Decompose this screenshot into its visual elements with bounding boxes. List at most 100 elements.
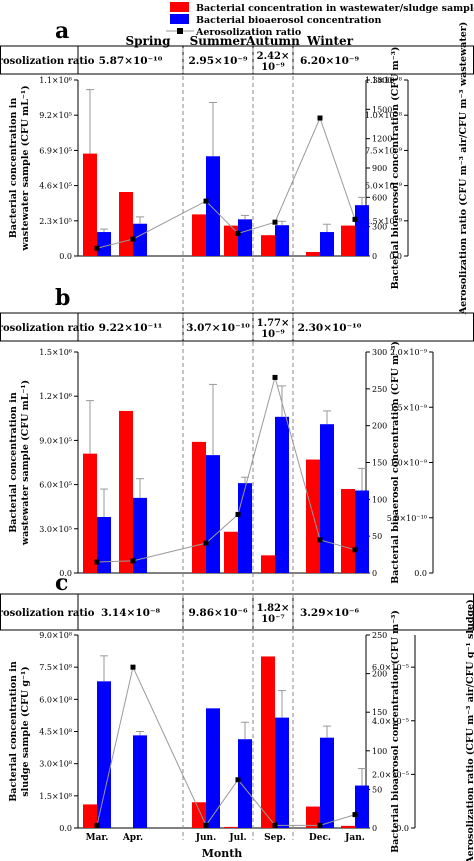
bar-blue-Jan. <box>355 785 369 828</box>
left-tick-label: 1.5×10⁸ <box>39 792 72 801</box>
bar-blue-Sep. <box>275 225 289 256</box>
ratio-point-Jan. <box>352 812 358 818</box>
month-label-Jul: Jul. <box>228 833 246 843</box>
ratio-point-Sep. <box>272 219 278 225</box>
left-tick-label: 6.9×10⁵ <box>39 146 72 155</box>
right-axis-title: Bacterial bioaerosol concentration (CFU … <box>390 47 401 290</box>
season-label-autumn: Autumn <box>245 34 300 48</box>
month-label-Mar: Mar. <box>86 833 109 843</box>
bar-red-Jan. <box>341 489 355 573</box>
left-tick-label: 9.2×10⁵ <box>39 111 72 120</box>
ratio-point-Sep. <box>272 374 278 380</box>
bar-blue-Dec. <box>320 232 334 256</box>
ratio-tick-label: 7.5×10⁻⁹ <box>365 146 403 155</box>
ratio-value-0: 5.87×10⁻¹⁰ <box>99 55 163 67</box>
ratio-point-Dec. <box>317 115 323 121</box>
right-tick-label: 100 <box>372 495 387 504</box>
month-label-Jun: Jun. <box>195 833 216 843</box>
bar-blue-Mar. <box>97 232 111 256</box>
ratio-value-line2: 10⁻⁹ <box>261 62 285 73</box>
panel-letter: c <box>55 570 68 596</box>
bar-blue-Mar. <box>97 681 111 828</box>
right-tick-label: 250 <box>372 631 387 640</box>
ratio-value-line2: 10⁻⁷ <box>261 614 285 625</box>
left-tick-label: 4.6×10⁵ <box>39 182 72 191</box>
panel-letter: a <box>55 18 69 44</box>
bar-blue-Apr. <box>133 497 147 573</box>
right-tick-label: 1500 <box>372 105 392 114</box>
ratio-value-line1: 2.42× <box>257 51 290 62</box>
ratio-tick-label: 0.0 <box>396 824 409 833</box>
right-axis-title: Bacterial bioaerosol concentration (CFU … <box>390 341 401 584</box>
ratio-value-3: 6.20×10⁻⁹ <box>300 55 360 67</box>
ratio-tick-label: 1.0×10⁻⁸ <box>365 111 402 120</box>
bar-blue-Apr. <box>133 735 147 828</box>
bar-blue-Apr. <box>133 223 147 256</box>
right-tick-label: 250 <box>372 385 387 394</box>
x-axis-title: Month <box>202 847 243 860</box>
left-tick-label: 2.3×10⁵ <box>39 217 72 226</box>
right-tick-label: 0 <box>372 252 377 261</box>
left-tick-label: 3.0×10⁵ <box>39 525 72 534</box>
left-tick-label: 7.5×10⁸ <box>39 663 72 672</box>
right-tick-label: 300 <box>372 348 387 357</box>
ratio-point-Apr. <box>130 558 136 564</box>
left-axis-title-line1: Bacterial concentration in <box>8 98 19 239</box>
left-axis-title-line1: Bacterial concentration in <box>8 392 19 533</box>
ratio-value-line1: 1.77× <box>257 318 290 329</box>
ratio-point-Mar. <box>94 822 100 828</box>
bar-blue-Dec. <box>320 424 334 573</box>
right-tick-label: 150 <box>372 708 387 717</box>
panel-b: b Aerosolization ratio 9.22×10⁻¹¹ 3.07×10⁻¹… <box>0 285 474 584</box>
ratio-point-Dec. <box>317 537 323 543</box>
ratio-point-Apr. <box>130 664 136 670</box>
bar-red-Jul. <box>224 225 238 256</box>
right-tick-label: 1800 <box>372 76 392 85</box>
ratio-tick-label: 2.0×10⁻⁹ <box>390 348 428 357</box>
ratio-tick-label: 2.5×10⁻⁹ <box>365 217 403 226</box>
legend-swatch-0 <box>170 2 189 12</box>
bar-red-Dec. <box>306 252 320 256</box>
bar-red-Jun. <box>192 441 206 573</box>
x-axis: Mar. Apr. Jun. Jul. Sep. Dec. Jan. Month <box>86 833 365 860</box>
ratio-table-header: Aerosolization ratio <box>0 323 95 334</box>
legend-swatch-1 <box>170 14 189 24</box>
bar-red-Jul. <box>224 531 238 573</box>
left-axis-title-line2: wastewater sample (CFU mL⁻¹) <box>20 85 31 251</box>
right-tick-label: 100 <box>372 747 387 756</box>
right-tick-label: 200 <box>372 422 387 431</box>
legend-label-2: Aerosolization ratio <box>195 27 301 38</box>
bar-blue-Dec. <box>320 737 334 828</box>
left-tick-label: 9.0×10⁸ <box>39 631 72 640</box>
right-tick-label: 0 <box>372 824 377 833</box>
legend: Bacterial concentration in wastewater/sl… <box>166 2 474 38</box>
right-tick-label: 1200 <box>372 135 392 144</box>
right-tick-label: 600 <box>372 193 387 202</box>
right-tick-label: 0 <box>372 569 377 578</box>
ratio-table-header: Aerosolization ratio <box>0 56 95 67</box>
ratio-value-line1: 1.82× <box>257 603 290 614</box>
ratio-point-Jan. <box>352 547 358 553</box>
ratio-point-Jun. <box>203 540 209 546</box>
left-tick-label: 1.2×10⁶ <box>39 392 72 401</box>
season-label-summer: Summer <box>190 34 247 48</box>
ratio-tick-label: 6.0×10⁻⁵ <box>372 663 409 672</box>
bar-red-Jan. <box>341 225 355 256</box>
ratio-tick-label: 5.0×10⁻¹⁰ <box>387 514 427 523</box>
ratio-value-3: 3.29×10⁻⁶ <box>300 607 360 619</box>
ratio-point-Jul. <box>235 230 241 236</box>
bar-red-Jun. <box>192 214 206 256</box>
ratio-axis-title: Aerosolization ratio (CFU m⁻³ air/CFU g⁻… <box>465 599 474 861</box>
right-tick-label: 200 <box>372 670 387 679</box>
ratio-table-header: Aerosolization ratio <box>0 608 95 619</box>
left-tick-label: 6.0×10⁸ <box>39 695 72 704</box>
left-tick-label: 9.0×10⁵ <box>39 436 72 445</box>
ratio-point-Sep. <box>272 822 278 828</box>
ratio-value-1: 3.07×10⁻¹⁰ <box>186 322 250 334</box>
ratio-value-1: 2.95×10⁻⁹ <box>188 55 248 67</box>
ratio-point-Mar. <box>94 245 100 251</box>
bar-blue-Jul. <box>238 219 252 256</box>
right-tick-label: 900 <box>372 164 387 173</box>
